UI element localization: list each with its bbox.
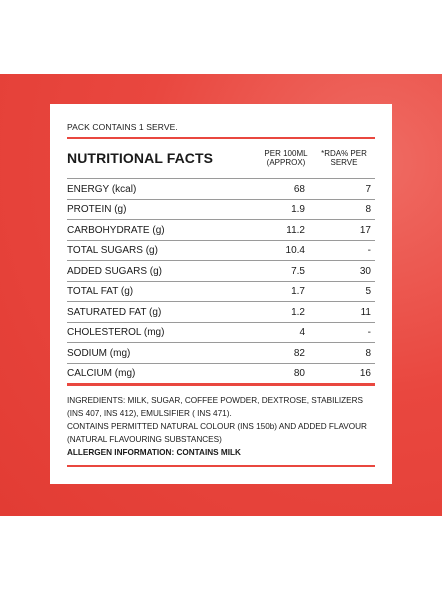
rda-value: 7 [365, 183, 371, 195]
table-row: ADDED SUGARS (g) 7.5 30 [67, 261, 375, 282]
per-100ml-value: 68 [293, 183, 305, 195]
nutrient-name: CHOLESTEROL (mg) [67, 327, 165, 339]
ingredients-line: INGREDIENTS: MILK, SUGAR, COFFEE POWDER,… [67, 395, 364, 405]
rda-value: - [367, 327, 371, 339]
nutrition-label: PACK CONTAINS 1 SERVE. NUTRITIONAL FACTS… [50, 104, 392, 484]
per-100ml-value: 11.2 [286, 224, 305, 236]
table-title: NUTRITIONAL FACTS [67, 150, 214, 167]
table-row: ENERGY (kcal) 68 7 [67, 179, 375, 200]
table-row: PROTEIN (g) 1.9 8 [67, 200, 375, 221]
rda-value: 8 [365, 347, 371, 359]
nutrient-name: SATURATED FAT (g) [67, 306, 162, 318]
table-row: TOTAL FAT (g) 1.7 5 [67, 282, 375, 303]
nutrient-name: CARBOHYDRATE (g) [67, 224, 165, 236]
per-100ml-value: 7.5 [291, 265, 305, 277]
nutrient-name: CALCIUM (mg) [67, 368, 136, 380]
table-row: SATURATED FAT (g) 1.2 11 [67, 302, 375, 323]
per-100ml-header: PER 100ML (APPROX) [264, 149, 308, 168]
bottom-rule [67, 464, 375, 468]
table-row: TOTAL SUGARS (g) 10.4 - [67, 241, 375, 262]
rda-value: - [367, 245, 371, 257]
table-row: CARBOHYDRATE (g) 11.2 17 [67, 220, 375, 241]
pack-info: PACK CONTAINS 1 SERVE. [67, 122, 178, 132]
nutrient-name: TOTAL SUGARS (g) [67, 245, 158, 257]
colour-flavour-line: CONTAINS PERMITTED NATURAL COLOUR (INS 1… [67, 421, 367, 431]
per-100ml-value: 10.4 [285, 245, 305, 257]
per-100ml-value: 82 [293, 347, 305, 359]
nutrient-name: PROTEIN (g) [67, 204, 127, 216]
nutrient-name: ADDED SUGARS (g) [67, 265, 163, 277]
rda-value: 16 [359, 368, 371, 380]
per-100ml-value: 4 [299, 327, 305, 339]
table-row: CALCIUM (mg) 80 16 [67, 364, 375, 384]
nutrient-name: SODIUM (mg) [67, 347, 131, 359]
table-row: CHOLESTEROL (mg) 4 - [67, 323, 375, 344]
table-header: NUTRITIONAL FACTS PER 100ML (APPROX) *RD… [67, 139, 375, 178]
top-rule [67, 137, 375, 140]
allergen-info: ALLERGEN INFORMATION: CONTAINS MILK [67, 447, 241, 457]
rda-value: 5 [365, 286, 371, 298]
ingredients-line: (INS 407, INS 412), EMULSIFIER ( INS 471… [67, 408, 232, 418]
table-row: SODIUM (mg) 82 8 [67, 343, 375, 364]
per-100ml-value: 1.7 [291, 286, 305, 298]
per-100ml-value: 80 [293, 368, 305, 380]
per-100ml-value: 1.9 [291, 204, 305, 216]
middle-rule [67, 383, 375, 386]
rda-value: 17 [359, 224, 371, 236]
rda-value: 30 [359, 265, 371, 277]
ingredients-block: INGREDIENTS: MILK, SUGAR, COFFEE POWDER,… [67, 386, 375, 465]
nutrient-rows: ENERGY (kcal) 68 7 PROTEIN (g) 1.9 8 CAR… [67, 178, 375, 383]
colour-flavour-line: (NATURAL FLAVOURING SUBSTANCES) [67, 434, 222, 444]
rda-header: *RDA% PER SERVE [321, 149, 367, 168]
rda-value: 8 [365, 204, 371, 216]
rda-value: 11 [360, 306, 371, 318]
nutrient-name: ENERGY (kcal) [67, 183, 137, 195]
per-100ml-value: 1.2 [291, 306, 305, 318]
nutrient-name: TOTAL FAT (g) [67, 286, 134, 298]
